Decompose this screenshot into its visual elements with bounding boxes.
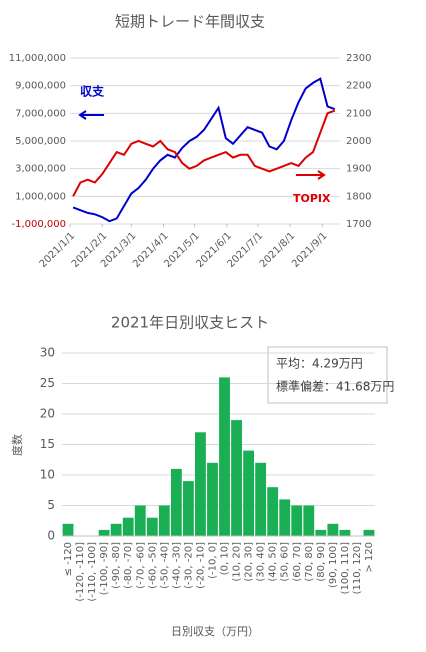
x-tick-label: (-50, -40] [159,542,170,589]
y-tick-label: 9,000,000 [15,81,66,92]
y2-tick-label: 2000 [346,136,371,147]
x-tick-label: (-80, -70] [123,542,134,589]
bar [170,468,182,536]
y2-tick-label: 1900 [346,164,371,175]
bar [255,462,267,536]
x-tick-label: (90, 100] [328,542,339,588]
y-tick-label: -1,000,000 [11,219,66,230]
y-tick-label: 0 [47,529,55,543]
y2-tick-label: 2300 [346,53,371,64]
x-tick-label: (-90, -80] [111,542,122,589]
y2-tick-label: 1800 [346,191,371,202]
x-tick-label: 2021/9/1 [290,230,330,270]
line-series [72,77,336,223]
bar [363,529,375,536]
y-axis-label: 度数 [10,434,24,456]
x-tick-label: (-20, -10] [195,542,206,589]
bar [315,529,327,536]
bar [243,450,255,536]
x-tick-label: (-110, -100] [87,542,98,602]
bar [327,523,339,536]
x-tick-label: (110, 120] [352,542,363,594]
bar [231,420,242,536]
x-tick-label: (-70, -60] [135,542,146,589]
y2-tick-label: 1700 [346,219,371,230]
y2-tick-label: 2200 [346,81,371,92]
y-tick-label: 3,000,000 [15,164,66,175]
line-series [72,109,336,197]
bar [158,505,170,536]
bar [110,523,122,536]
x-tick-label: (40, 50] [268,542,279,582]
stats-box [267,346,388,404]
bar [279,499,291,536]
bar [134,505,146,536]
x-tick-label: (-40, -30] [171,542,182,589]
x-axis-label: 日別収支（万円） [171,625,259,638]
annotation: 平均：4.29万円 [276,357,363,371]
y-tick-label: 15 [40,437,55,451]
y-tick-label: 25 [40,376,55,390]
arrow [296,170,326,180]
annotation: 標準偏差：41.68万円 [276,379,394,394]
bar [62,523,74,536]
x-tick-label: (50, 60] [280,542,291,582]
x-tick-label: (-60, -50] [147,542,158,589]
bar [182,481,194,536]
y-tick-label: 30 [40,346,55,360]
y-tick-label: 5,000,000 [15,136,66,147]
y-tick-label: 10 [40,468,55,482]
x-tick-label: ≤ -120 [63,542,74,576]
x-tick-label: (10, 20] [232,542,243,582]
bar [122,517,134,536]
x-tick-label: (-100, -90] [99,542,110,595]
x-tick-label: (-10, 0] [207,542,218,579]
y-tick-label: 7,000,000 [15,108,66,119]
bar [219,377,230,536]
bar [146,517,158,536]
x-tick-label: (-120, -110] [75,542,86,602]
x-tick-label: (60, 70] [292,542,303,582]
arrow [78,110,104,120]
chart-title: 短期トレード年間収支 [115,13,265,31]
y-tick-label: 20 [40,407,55,421]
bar [195,432,206,536]
x-tick-label: (20, 30] [244,542,255,582]
chart-title: 2021年日別収支ヒスト [111,314,269,332]
x-tick-label: (-30, -20] [183,542,194,589]
bar [339,529,351,536]
y2-tick-label: 2100 [346,108,371,119]
bar [267,487,279,536]
bar [291,505,303,536]
x-tick-label: (70, 80] [304,542,315,582]
series-label: 収支 [80,84,105,99]
x-tick-label: (80, 90] [316,542,327,582]
bar [303,505,315,536]
x-tick-label: (0, 10] [220,542,231,575]
x-tick-label: > 120 [364,542,375,573]
bar [98,529,110,536]
y-tick-label: 5 [47,498,55,512]
y-tick-label: 1,000,000 [15,191,66,202]
series-label: TOPIX [293,192,331,205]
x-tick-label: (100, 110] [340,542,351,594]
x-tick-label: (30, 40] [256,542,267,582]
y-tick-label: 11,000,000 [9,53,66,64]
bar [207,462,218,536]
